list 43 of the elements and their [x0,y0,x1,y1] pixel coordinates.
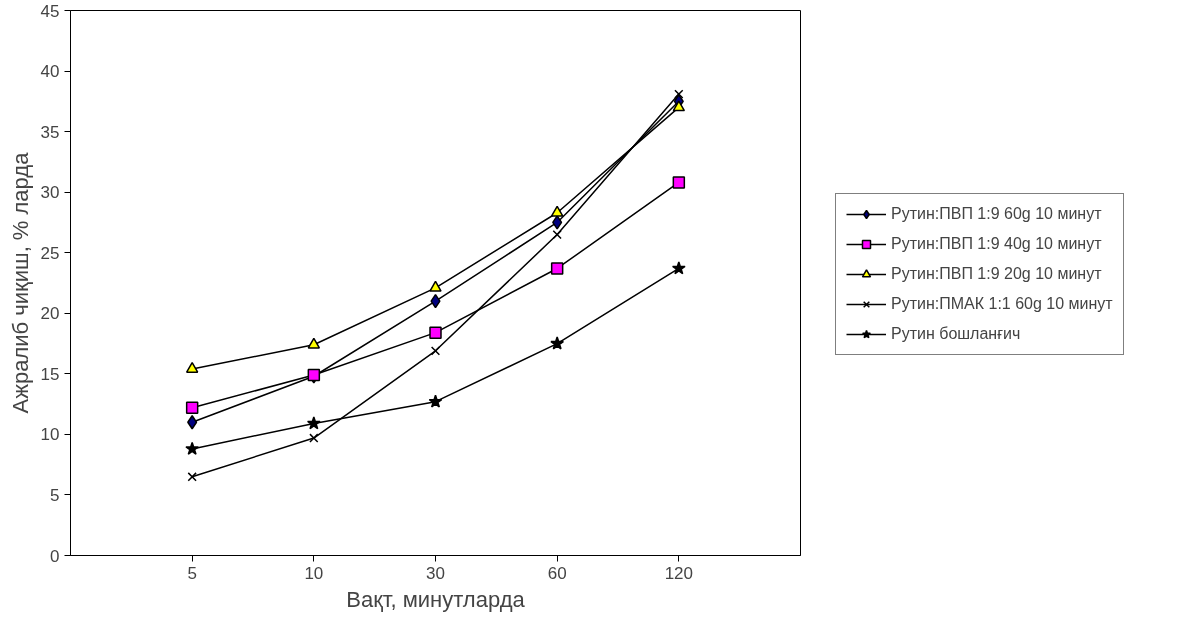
legend-label: Рутин бошланғич [891,325,1021,343]
y-axis-title: Ажралиб чиқиш, % ларда [7,151,33,414]
y-tick-label: 25 [40,243,60,263]
point [185,401,199,414]
point [309,433,319,443]
y-tick-label: 15 [40,364,60,384]
y-tick-label: 0 [50,546,60,566]
point [428,394,443,408]
legend-label: Рутин:ПВП 1:9 40g 10 минут [891,235,1102,253]
x-tick-label: 120 [664,563,694,583]
point [550,262,564,275]
legend-label: Рутин:ПВП 1:9 20g 10 минут [891,265,1102,283]
point [550,205,564,217]
y-tick-label: 20 [40,304,60,324]
point [552,215,563,230]
point [307,337,321,349]
y-tick-label: 35 [40,122,60,142]
point [672,176,686,189]
point [429,280,442,292]
point [185,441,200,455]
x-axis-title: Вақт, минутларда [346,586,526,612]
point [187,472,197,482]
point [429,326,442,339]
y-tick-label: 40 [40,62,60,82]
point [672,100,686,112]
y-tick-label: 5 [50,485,60,505]
x-tick-label: 10 [304,563,324,583]
legend-label: Рутин:ПВП 1:9 60g 10 минут [891,205,1102,223]
point [187,415,198,430]
legend-label: Рутин:ПМАК 1:1 60g 10 минут [891,295,1113,313]
x-tick-label: 60 [547,563,567,583]
x-tick-label: 5 [187,563,197,583]
point [674,89,684,99]
point [550,336,565,350]
y-tick-label: 45 [40,1,60,21]
point [552,229,562,240]
x-tick-label: 30 [426,563,445,583]
point [306,416,321,430]
point [430,346,441,356]
point [671,261,686,275]
point [185,361,199,373]
y-tick-label: 30 [40,183,60,203]
y-tick-label: 10 [40,425,60,445]
